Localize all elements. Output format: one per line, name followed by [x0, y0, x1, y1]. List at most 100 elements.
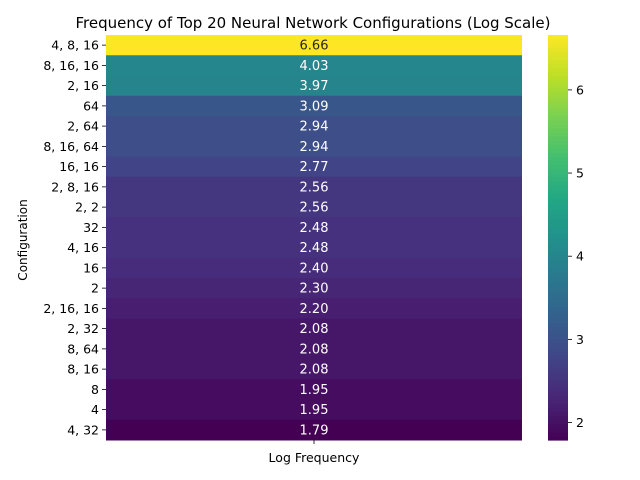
- colorbar-segment: [548, 213, 568, 218]
- colorbar-segment: [548, 144, 568, 149]
- heatmap-cell: [106, 379, 522, 400]
- colorbar-segment: [548, 39, 568, 44]
- colorbar-segment: [548, 201, 568, 206]
- y-axis-label: Configuration: [16, 199, 30, 280]
- cell-value-label: 2.30: [300, 282, 329, 297]
- colorbar-segment: [548, 298, 568, 303]
- colorbar-segment: [548, 338, 568, 344]
- colorbar-tick-label: 3: [576, 332, 584, 347]
- colorbar-segment: [548, 237, 568, 243]
- row-label: 8, 16, 64: [43, 139, 99, 154]
- colorbar-segment: [548, 71, 568, 77]
- colorbar-segment: [548, 326, 568, 332]
- colorbar-segment: [548, 164, 568, 170]
- heatmap-cell: [106, 338, 522, 360]
- heatmap-cell: [106, 136, 522, 157]
- heatmap-cell: [106, 237, 522, 259]
- colorbar-segment: [548, 205, 568, 210]
- colorbar-segment: [548, 107, 568, 113]
- heatmap-cell: [106, 419, 522, 441]
- row-label: 8, 16: [67, 362, 99, 377]
- colorbar-segment: [548, 367, 568, 372]
- colorbar-ticks: 2 3 4 5 6: [568, 82, 584, 430]
- colorbar-segment: [548, 180, 568, 186]
- colorbar-segment: [548, 233, 568, 239]
- cell-value-label: 2.08: [300, 342, 329, 357]
- row-label: 2, 32: [67, 321, 99, 336]
- colorbar-segment: [548, 172, 568, 178]
- colorbar-segment: [548, 136, 568, 141]
- colorbar-segment: [548, 249, 568, 255]
- colorbar-segment: [548, 342, 568, 348]
- colorbar-segment: [548, 168, 568, 174]
- colorbar-segment: [548, 322, 568, 328]
- cell-value-label: 2.94: [300, 140, 329, 155]
- column-labels: Log Frequency: [269, 440, 360, 465]
- colorbar-segment: [548, 209, 568, 214]
- colorbar-segment: [548, 359, 568, 364]
- colorbar-segment: [548, 67, 568, 73]
- row-label: 2, 16: [67, 78, 99, 93]
- heatmap-cell: [106, 399, 522, 421]
- chart-title: Frequency of Top 20 Neural Network Confi…: [76, 14, 551, 32]
- colorbar-segment: [548, 47, 568, 52]
- colorbar-segment: [548, 431, 568, 437]
- cell-value-label: 1.95: [300, 383, 329, 398]
- heatmap-cell: [106, 75, 522, 97]
- row-label: 2: [91, 281, 99, 296]
- cell-value-label: 2.20: [300, 302, 329, 317]
- colorbar-segment: [548, 310, 568, 316]
- row-label: 8, 64: [67, 341, 99, 356]
- colorbar-segment: [548, 423, 568, 429]
- colorbar-segment: [548, 188, 568, 194]
- row-label: 16, 16: [59, 159, 99, 174]
- colorbar-segment: [548, 225, 568, 230]
- row-label: 2, 2: [75, 200, 99, 215]
- cell-value-label: 2.56: [300, 180, 329, 195]
- heatmap-cell: [106, 197, 522, 218]
- colorbar-segment: [548, 391, 568, 397]
- colorbar-segment: [548, 124, 568, 129]
- colorbar-segment: [548, 43, 568, 48]
- colorbar-segment: [548, 111, 568, 117]
- colorbar-segment: [548, 306, 568, 311]
- colorbar-segment: [548, 128, 568, 133]
- colorbar-segment: [548, 314, 568, 320]
- cell-value-label: 2.48: [300, 241, 329, 256]
- colorbar-segment: [548, 407, 568, 413]
- heatmap-cell: [106, 359, 522, 380]
- row-label: 4, 16: [67, 240, 99, 255]
- heatmap-cell: [106, 217, 522, 238]
- cell-value-label: 2.40: [300, 261, 329, 276]
- colorbar-tick-label: 4: [576, 249, 584, 264]
- heatmap-cells: 6.66 4.03 3.97 3.09 2.94 2.94 2.77 2.56 2.56 2.48…: [106, 35, 522, 441]
- colorbar-segment: [548, 91, 568, 97]
- colorbar-segment: [548, 35, 568, 40]
- heatmap-cell: [106, 298, 522, 319]
- colorbar-segment: [548, 132, 568, 137]
- row-label: 64: [83, 98, 99, 113]
- colorbar-segment: [548, 290, 568, 295]
- row-label: 2, 64: [67, 119, 99, 134]
- colorbar-segment: [548, 371, 568, 376]
- colorbar-segment: [548, 383, 568, 388]
- colorbar-segment: [548, 282, 568, 287]
- heatmap-cell: [106, 116, 522, 137]
- colorbar-segment: [548, 435, 568, 441]
- colorbar-segment: [548, 387, 568, 392]
- cell-value-label: 4.03: [300, 59, 329, 74]
- colorbar-segment: [548, 330, 568, 336]
- colorbar-segment: [548, 257, 568, 263]
- colorbar-segment: [548, 278, 568, 283]
- colorbar-segment: [548, 269, 568, 275]
- colorbar-segment: [548, 120, 568, 125]
- heatmap-cell: [106, 35, 522, 56]
- colorbar-segment: [548, 51, 568, 56]
- colorbar-segment: [548, 79, 568, 85]
- cell-value-label: 1.95: [300, 403, 329, 418]
- colorbar-segment: [548, 379, 568, 384]
- colorbar-segment: [548, 83, 568, 89]
- colorbar-segment: [548, 59, 568, 64]
- colorbar-segment: [548, 156, 568, 162]
